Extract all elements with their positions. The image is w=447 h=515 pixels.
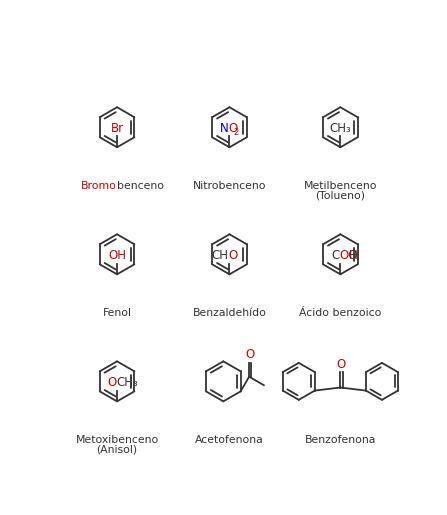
Text: O: O <box>337 357 346 371</box>
Text: Fenol: Fenol <box>102 308 131 318</box>
Text: CH₃: CH₃ <box>116 376 138 389</box>
Text: Nitrobenceno: Nitrobenceno <box>193 181 266 191</box>
Text: Bromo: Bromo <box>81 181 117 191</box>
Text: Ácido benzoico: Ácido benzoico <box>299 308 382 318</box>
Text: O: O <box>245 348 254 362</box>
Text: Metilbenceno: Metilbenceno <box>304 181 377 191</box>
Text: Br: Br <box>110 122 124 135</box>
Text: Benzofenona: Benzofenona <box>305 435 376 445</box>
Text: Acetofenona: Acetofenona <box>195 435 264 445</box>
Text: Metoxibenceno: Metoxibenceno <box>76 435 159 445</box>
Text: CH₃: CH₃ <box>329 122 351 135</box>
Text: OH: OH <box>108 249 126 262</box>
Text: OO: OO <box>340 249 358 262</box>
Text: O: O <box>107 376 116 389</box>
Text: Benzaldehído: Benzaldehído <box>193 308 266 318</box>
Text: H: H <box>349 249 358 262</box>
Text: benceno: benceno <box>117 181 164 191</box>
Text: C: C <box>331 249 340 262</box>
Text: (Tolueno): (Tolueno) <box>315 191 365 200</box>
Text: CH: CH <box>212 249 229 262</box>
Text: 2: 2 <box>234 128 239 138</box>
Text: O: O <box>229 122 238 135</box>
Text: (Anisol): (Anisol) <box>97 444 138 455</box>
Text: N: N <box>220 122 229 135</box>
Text: O: O <box>229 249 238 262</box>
